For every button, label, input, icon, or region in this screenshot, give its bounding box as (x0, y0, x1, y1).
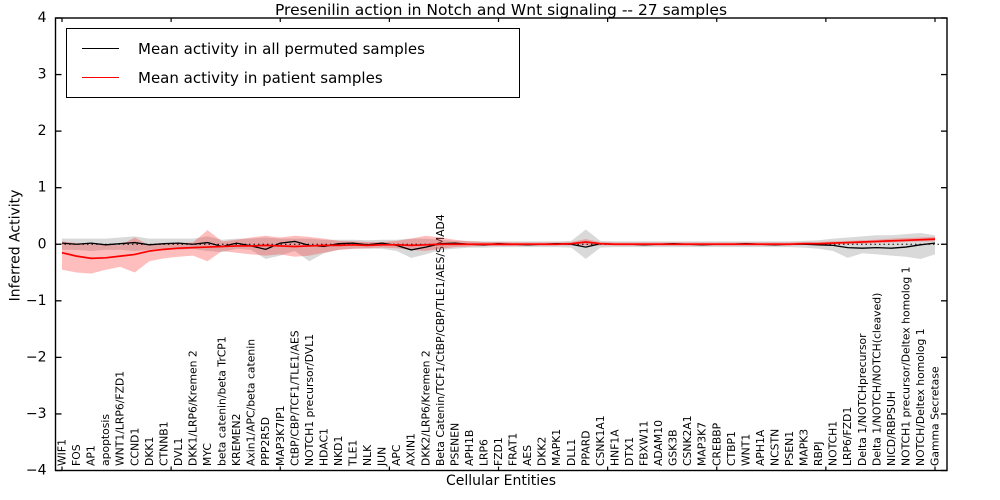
y-tick-label: −1 (26, 293, 47, 309)
x-tick-label: APH1B (463, 430, 476, 466)
x-tick-label: PPARD (579, 430, 592, 466)
x-tick-label: WNT1 (739, 434, 752, 466)
x-tick-label: DKK1/LRP6/Kremen 2 (186, 350, 199, 466)
x-tick-label: CSNK2A1 (681, 415, 694, 466)
x-tick-label: NKD1 (332, 436, 345, 466)
x-tick-label: MYC (201, 443, 214, 466)
legend: Mean activity in all permuted samples Me… (66, 28, 520, 98)
series-line-patient (61, 238, 936, 260)
confidence-band-permuted (62, 229, 935, 262)
x-tick-label: PSENEN (448, 423, 461, 466)
x-tick-label: CCND1 (128, 428, 141, 466)
legend-label-permuted: Mean activity in all permuted samples (138, 39, 425, 58)
x-tick-label: WIF1 (56, 439, 69, 466)
x-tick-label: CTBP1 (725, 431, 738, 466)
y-tick-label: −3 (26, 406, 47, 422)
x-tick-label: FRAT1 (507, 433, 520, 466)
x-tick-label: apoptosis (99, 414, 112, 466)
x-tick-label: DTX1 (623, 437, 636, 466)
x-tick-label: Delta 1/NOTCH/NOTCH(cleaved) (870, 293, 883, 466)
y-axis-label: Inferred Activity (7, 189, 24, 302)
x-tick-label: DKK2/LRP6/Kremen 2 (419, 350, 432, 466)
x-tick-label: CSNK1A1 (594, 415, 607, 466)
x-tick-label: Axin1/APC/beta catenin (245, 339, 258, 466)
x-tick-label: NOTCH1 precursor/Deltex homolog 1 (899, 266, 912, 466)
x-tick-label: Beta Catenin/TCF1/CtBP/CBP/TLE1/AES/SMAD… (434, 214, 447, 466)
y-tick-label: −4 (26, 463, 47, 479)
x-tick-label: NLK (361, 444, 374, 466)
x-tick-label: WNT1/LRP6/FZD1 (114, 371, 127, 466)
chart-title: Presenilin action in Notch and Wnt signa… (274, 1, 728, 19)
x-tick-label: MAP3K7IP1 (274, 405, 287, 466)
x-tick-label: JUN (376, 447, 389, 467)
x-tick-label: DKK2 (536, 437, 549, 466)
x-tick-label: NOTCH/Deltex homolog 1 (914, 328, 927, 466)
y-tick-label: 1 (38, 180, 47, 196)
x-tick-label: CtBP/CBP/TCF1/TLE1/AES (288, 330, 301, 466)
x-tick-label: MAP3K7 (696, 422, 709, 466)
y-tick-label: −2 (26, 349, 47, 365)
y-tick-label: 3 (38, 67, 47, 83)
x-tick-label: beta catenin/beta TrCP1 (216, 336, 229, 466)
legend-line-red (82, 77, 119, 78)
x-tick-label: DVL1 (172, 438, 185, 466)
x-tick-label: FZD1 (492, 437, 505, 466)
x-tick-label: LRP6/FZD1 (841, 407, 854, 466)
x-tick-label: LRP6 (477, 439, 490, 466)
x-tick-label: GSK3B (667, 429, 680, 466)
x-tick-label: AES (521, 445, 534, 466)
x-tick-label: AP1 (85, 445, 98, 466)
x-axis-label: Cellular Entities (445, 473, 557, 489)
y-tick-label: 4 (38, 10, 47, 26)
x-tick-label: FOS (70, 444, 83, 466)
confidence-band-patient (62, 230, 935, 274)
x-tick-label: TLE1 (347, 440, 360, 467)
x-tick-label: NICD/RBPSUH (885, 391, 898, 466)
y-tick-label: 2 (38, 123, 47, 139)
x-tick-label: ADAM10 (652, 420, 665, 466)
x-tick-label: Delta 1/NOTCHprecursor (856, 333, 869, 466)
x-tick-label: RBPJ (812, 441, 825, 466)
legend-label-patient: Mean activity in patient samples (138, 68, 383, 87)
x-tick-label: NOTCH1 precursor/DVL1 (303, 334, 316, 466)
x-tick-label: HDAC1 (317, 428, 330, 466)
x-tick-label: PSEN1 (783, 431, 796, 466)
x-tick-label: MAPK3 (798, 429, 811, 466)
x-tick-label: FBXW11 (638, 421, 651, 466)
x-tick-label: CREBBP (710, 422, 723, 466)
x-tick-label: CTNNB1 (157, 421, 170, 466)
x-tick-label: NCSTN (768, 429, 781, 466)
legend-entry-permuted: Mean activity in all permuted samples (67, 34, 519, 63)
x-tick-label: Gamma Secretase (929, 366, 942, 466)
x-tick-label: PPP2R5D (259, 417, 272, 466)
x-tick-label: MAPK1 (550, 429, 563, 466)
x-tick-label: DLL1 (565, 439, 578, 466)
x-tick-label: APH1A (754, 429, 767, 466)
x-tick-label: APC (390, 445, 403, 466)
x-tick-label: NOTCH1 (827, 421, 840, 466)
x-tick-label: HNF1A (608, 429, 621, 466)
legend-line-black (82, 48, 119, 49)
x-tick-label: DKK1 (143, 437, 156, 466)
legend-entry-patient: Mean activity in patient samples (67, 63, 519, 92)
x-tick-label: KREMEN2 (230, 414, 243, 467)
x-tick-label: AXIN1 (405, 433, 418, 466)
y-tick-label: 0 (38, 236, 47, 252)
